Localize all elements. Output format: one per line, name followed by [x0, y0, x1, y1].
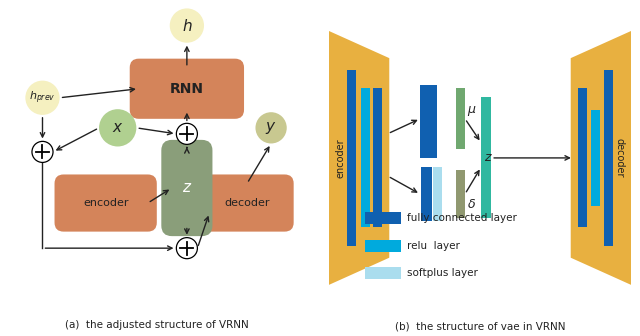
Bar [347, 70, 356, 246]
Text: softplus layer: softplus layer [408, 268, 478, 278]
Text: $y$: $y$ [266, 120, 277, 136]
Circle shape [177, 123, 197, 144]
Text: encoder: encoder [83, 198, 129, 208]
Circle shape [255, 112, 287, 143]
Bar [456, 170, 465, 218]
Text: RNN: RNN [170, 82, 204, 96]
FancyBboxPatch shape [54, 174, 157, 232]
Text: decoder: decoder [224, 198, 270, 208]
Bar [604, 70, 612, 246]
Text: (b)  the structure of vae in VRNN: (b) the structure of vae in VRNN [395, 321, 565, 331]
Bar [591, 110, 600, 206]
Bar [420, 85, 437, 158]
Bar [365, 267, 401, 279]
Bar [365, 212, 401, 224]
Polygon shape [329, 31, 389, 285]
Polygon shape [571, 31, 631, 285]
Bar [360, 88, 370, 227]
Circle shape [177, 238, 197, 259]
Text: decoder: decoder [614, 138, 624, 178]
Text: $z$: $z$ [182, 180, 192, 196]
Bar [579, 88, 588, 227]
Text: encoder: encoder [336, 138, 346, 178]
Circle shape [170, 8, 204, 43]
Text: fully connected layer: fully connected layer [408, 213, 517, 223]
FancyBboxPatch shape [130, 59, 244, 119]
Circle shape [32, 141, 53, 162]
Bar [433, 167, 442, 221]
Text: (a)  the adjusted structure of VRNN: (a) the adjusted structure of VRNN [65, 320, 249, 330]
Circle shape [99, 109, 136, 146]
Text: $\mu$: $\mu$ [467, 104, 476, 118]
Bar [373, 88, 382, 227]
Text: $h$: $h$ [182, 17, 192, 34]
Bar [481, 97, 491, 218]
Text: $h_{prev}$: $h_{prev}$ [29, 90, 56, 106]
Bar [420, 167, 432, 221]
Text: $x$: $x$ [112, 120, 124, 135]
Text: $z$: $z$ [484, 152, 493, 164]
Bar [365, 240, 401, 252]
Bar [456, 88, 465, 149]
Circle shape [26, 81, 60, 115]
Text: relu  layer: relu layer [408, 241, 460, 251]
Text: $\delta$: $\delta$ [467, 198, 476, 211]
FancyBboxPatch shape [200, 174, 294, 232]
FancyBboxPatch shape [161, 140, 212, 236]
